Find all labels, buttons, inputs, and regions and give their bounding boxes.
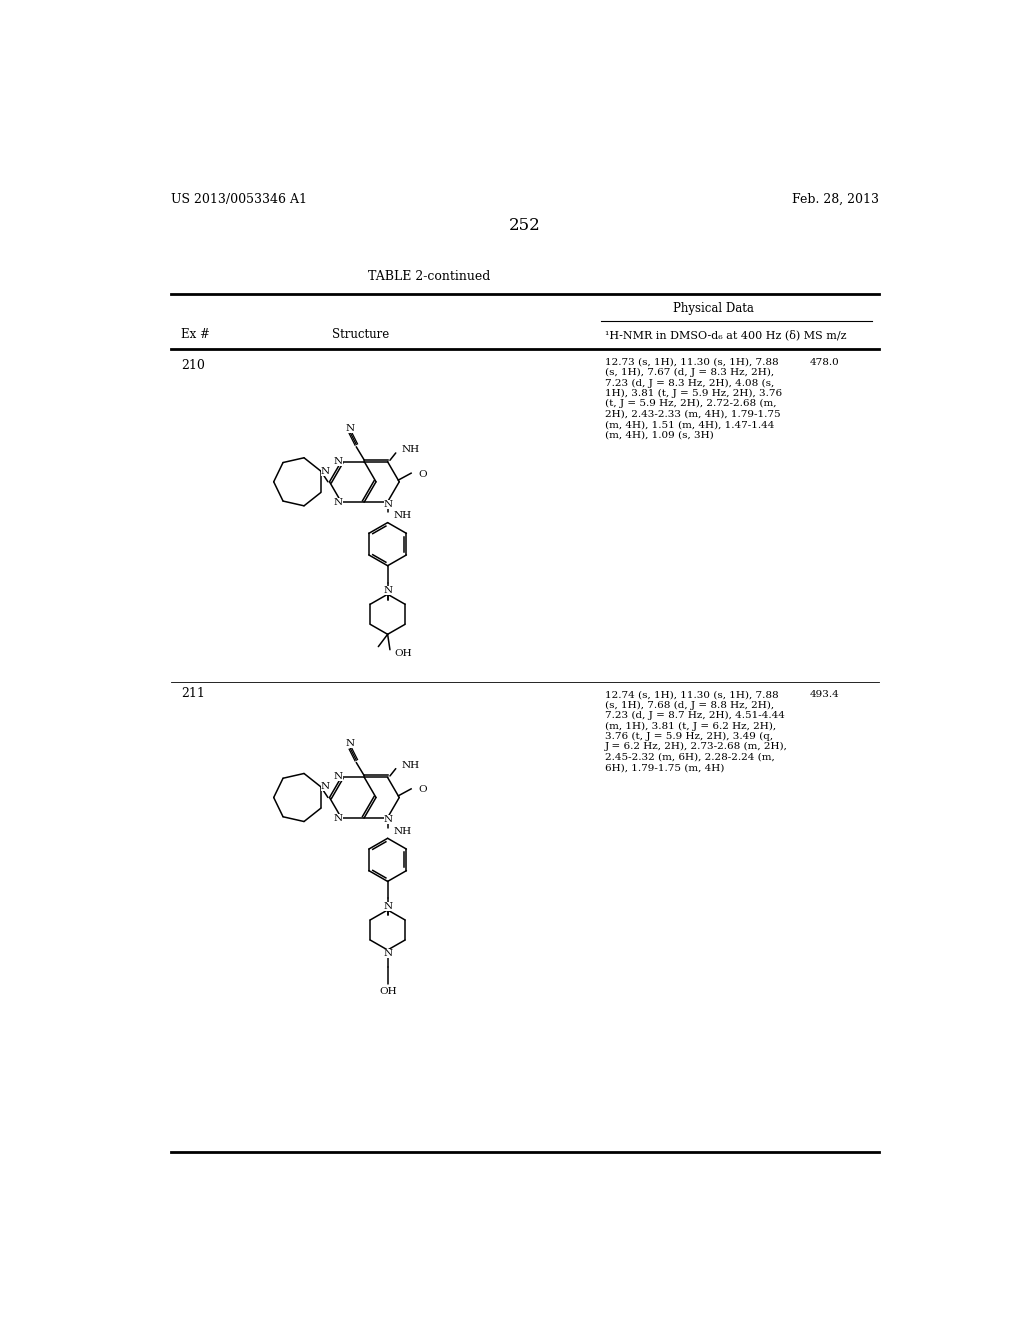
Text: NH: NH	[401, 762, 419, 770]
Text: 252: 252	[509, 216, 541, 234]
Text: O: O	[418, 785, 427, 795]
Text: 493.4: 493.4	[810, 690, 840, 700]
Text: (m, 4H), 1.51 (m, 4H), 1.47-1.44: (m, 4H), 1.51 (m, 4H), 1.47-1.44	[604, 420, 774, 429]
Text: 6H), 1.79-1.75 (m, 4H): 6H), 1.79-1.75 (m, 4H)	[604, 763, 724, 772]
Text: N: N	[334, 772, 343, 781]
Text: (s, 1H), 7.68 (d, J = 8.8 Hz, 2H),: (s, 1H), 7.68 (d, J = 8.8 Hz, 2H),	[604, 701, 774, 710]
Text: 7.23 (d, J = 8.7 Hz, 2H), 4.51-4.44: 7.23 (d, J = 8.7 Hz, 2H), 4.51-4.44	[604, 711, 784, 721]
Text: N: N	[384, 816, 393, 824]
Text: US 2013/0053346 A1: US 2013/0053346 A1	[171, 193, 306, 206]
Text: NH: NH	[401, 445, 419, 454]
Text: N: N	[384, 902, 393, 911]
Text: N: N	[384, 586, 393, 595]
Text: N: N	[321, 783, 330, 791]
Text: J = 6.2 Hz, 2H), 2.73-2.68 (m, 2H),: J = 6.2 Hz, 2H), 2.73-2.68 (m, 2H),	[604, 742, 787, 751]
Text: 478.0: 478.0	[810, 358, 840, 367]
Text: O: O	[418, 470, 427, 479]
Text: (m, 1H), 3.81 (t, J = 6.2 Hz, 2H),: (m, 1H), 3.81 (t, J = 6.2 Hz, 2H),	[604, 722, 776, 730]
Text: Feb. 28, 2013: Feb. 28, 2013	[792, 193, 879, 206]
Text: NH: NH	[394, 826, 412, 836]
Text: ¹H-NMR in DMSO-d₆ at 400 Hz (δ) MS m/z: ¹H-NMR in DMSO-d₆ at 400 Hz (δ) MS m/z	[604, 329, 846, 339]
Text: 211: 211	[180, 688, 205, 701]
Text: 1H), 3.81 (t, J = 5.9 Hz, 2H), 3.76: 1H), 3.81 (t, J = 5.9 Hz, 2H), 3.76	[604, 389, 781, 397]
Text: (s, 1H), 7.67 (d, J = 8.3 Hz, 2H),: (s, 1H), 7.67 (d, J = 8.3 Hz, 2H),	[604, 368, 774, 378]
Text: 210: 210	[180, 359, 205, 372]
Text: N: N	[384, 499, 393, 508]
Text: N: N	[321, 466, 330, 475]
Text: Ex #: Ex #	[180, 327, 210, 341]
Text: N: N	[334, 457, 343, 466]
Text: 12.74 (s, 1H), 11.30 (s, 1H), 7.88: 12.74 (s, 1H), 11.30 (s, 1H), 7.88	[604, 690, 778, 700]
Text: N: N	[334, 498, 343, 507]
Text: N: N	[334, 813, 343, 822]
Text: (m, 4H), 1.09 (s, 3H): (m, 4H), 1.09 (s, 3H)	[604, 430, 714, 440]
Text: N: N	[384, 949, 393, 958]
Text: (t, J = 5.9 Hz, 2H), 2.72-2.68 (m,: (t, J = 5.9 Hz, 2H), 2.72-2.68 (m,	[604, 399, 776, 408]
Text: TABLE 2-continued: TABLE 2-continued	[368, 271, 489, 282]
Text: N: N	[345, 739, 354, 748]
Text: 12.73 (s, 1H), 11.30 (s, 1H), 7.88: 12.73 (s, 1H), 11.30 (s, 1H), 7.88	[604, 358, 778, 367]
Text: 2H), 2.43-2.33 (m, 4H), 1.79-1.75: 2H), 2.43-2.33 (m, 4H), 1.79-1.75	[604, 409, 780, 418]
Text: N: N	[345, 424, 354, 433]
Text: 3.76 (t, J = 5.9 Hz, 2H), 3.49 (q,: 3.76 (t, J = 5.9 Hz, 2H), 3.49 (q,	[604, 731, 773, 741]
Text: OH: OH	[394, 649, 413, 659]
Text: Structure: Structure	[332, 327, 389, 341]
Text: NH: NH	[394, 511, 412, 520]
Text: 7.23 (d, J = 8.3 Hz, 2H), 4.08 (s,: 7.23 (d, J = 8.3 Hz, 2H), 4.08 (s,	[604, 379, 774, 388]
Text: OH: OH	[380, 987, 397, 997]
Text: 2.45-2.32 (m, 6H), 2.28-2.24 (m,: 2.45-2.32 (m, 6H), 2.28-2.24 (m,	[604, 752, 774, 762]
Text: Physical Data: Physical Data	[673, 302, 754, 315]
